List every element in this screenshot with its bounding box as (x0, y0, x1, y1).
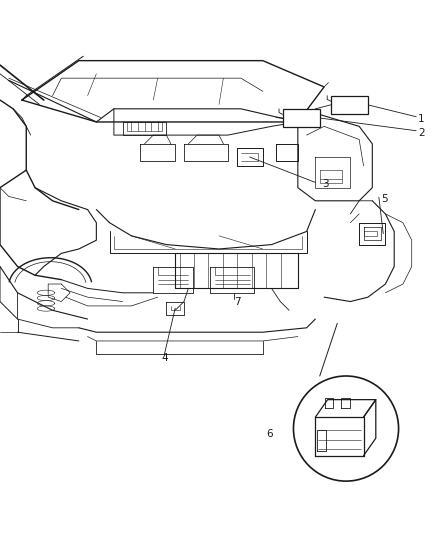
FancyBboxPatch shape (283, 109, 320, 127)
Text: 6: 6 (266, 429, 273, 439)
FancyBboxPatch shape (331, 96, 368, 114)
Text: 3: 3 (322, 179, 328, 189)
Text: 1: 1 (418, 114, 425, 124)
Text: 7: 7 (234, 296, 241, 306)
Text: 4: 4 (161, 353, 168, 362)
Text: 5: 5 (381, 194, 388, 204)
Text: 2: 2 (418, 128, 425, 138)
